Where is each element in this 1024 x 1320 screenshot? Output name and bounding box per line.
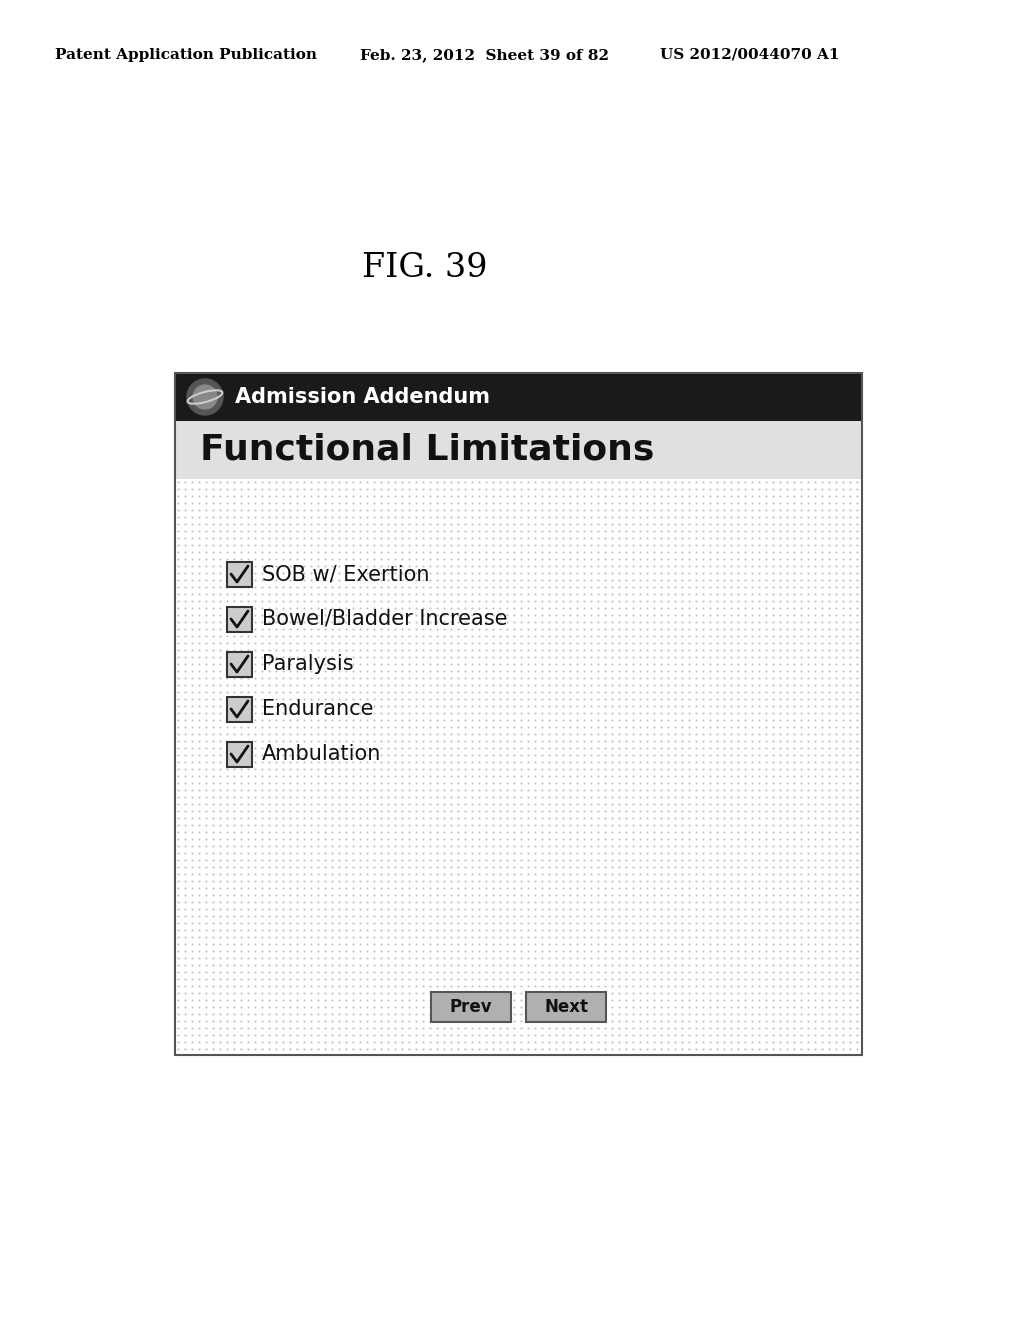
Bar [431, 993, 511, 1022]
Text: Bowel/Bladder Increase: Bowel/Bladder Increase [262, 609, 508, 630]
Text: Admission Addendum: Admission Addendum [234, 387, 490, 407]
Circle shape [187, 379, 223, 414]
Bar [175, 421, 862, 479]
Text: Patent Application Publication: Patent Application Publication [55, 48, 317, 62]
Bar [227, 742, 252, 767]
Bar [227, 652, 252, 676]
Text: Paralysis: Paralysis [262, 653, 353, 675]
Text: US 2012/0044070 A1: US 2012/0044070 A1 [660, 48, 840, 62]
Bar [175, 374, 862, 1055]
Text: SOB w/ Exertion: SOB w/ Exertion [262, 564, 429, 583]
Bar [227, 697, 252, 722]
Text: Ambulation: Ambulation [262, 744, 381, 764]
Bar [227, 606, 252, 631]
Circle shape [193, 385, 217, 409]
Text: Feb. 23, 2012  Sheet 39 of 82: Feb. 23, 2012 Sheet 39 of 82 [360, 48, 609, 62]
Text: Next: Next [544, 998, 588, 1016]
Text: Prev: Prev [450, 998, 493, 1016]
Bar [227, 561, 252, 586]
Text: FIG. 39: FIG. 39 [362, 252, 487, 284]
Bar [175, 374, 862, 421]
Bar [526, 993, 606, 1022]
Text: Functional Limitations: Functional Limitations [200, 433, 654, 467]
Text: Endurance: Endurance [262, 700, 374, 719]
